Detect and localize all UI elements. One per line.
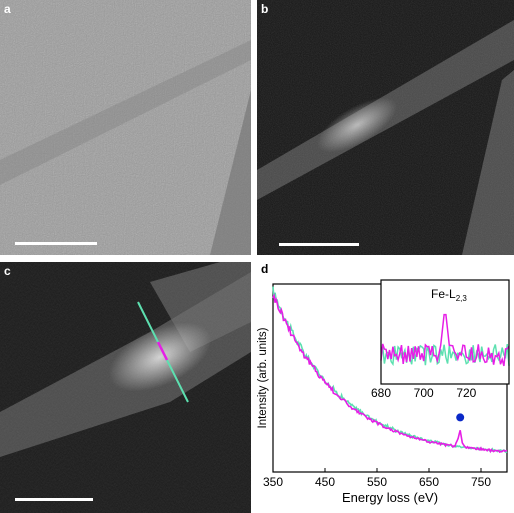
x-tick-label: 550	[367, 475, 387, 489]
panel-a-texture	[0, 0, 251, 255]
fe-edge-marker	[456, 413, 465, 422]
inset-x-tick-label: 720	[456, 386, 476, 400]
panel-c-texture	[0, 262, 251, 513]
support-edge	[210, 90, 251, 255]
panel-b-image: b	[257, 0, 514, 255]
panel-b-scalebar	[279, 243, 359, 246]
panel-a-image: a	[0, 0, 251, 255]
series-line-1	[272, 292, 507, 454]
panel-b-label: b	[261, 2, 269, 16]
y-axis-label: Intensity (arb. units)	[257, 327, 269, 428]
x-tick-label: 750	[471, 475, 491, 489]
inset-title: Fe-L2,3	[431, 287, 467, 303]
panel-a-label: a	[4, 2, 11, 16]
inset-series-line-1	[380, 313, 510, 367]
panel-d-label: d	[261, 262, 269, 276]
x-axis-label: Energy loss (eV)	[342, 490, 438, 505]
eels-chart: 350 450 550 650 750 Energy loss (eV) Intensi…	[257, 279, 510, 505]
inset-plot-frame	[380, 279, 510, 385]
panel-c-label: c	[4, 264, 11, 278]
inset-title-main: Fe-L	[431, 287, 456, 301]
line-profile-magenta	[156, 341, 169, 361]
panel-c-image: c	[0, 262, 251, 513]
inset-title-subscript: 2,3	[456, 294, 468, 303]
x-tick-label: 650	[419, 475, 439, 489]
inset-x-tick-label: 700	[414, 386, 434, 400]
panel-d-chart: d 350 450 550 650 750 Energy loss (eV) Inten…	[257, 262, 514, 513]
x-tick-label: 350	[263, 475, 283, 489]
panel-b-texture	[257, 0, 514, 255]
panel-c-scalebar	[15, 498, 93, 501]
nanotube-band	[0, 40, 251, 185]
x-tick-label: 450	[315, 475, 335, 489]
inset-x-tick-label: 680	[371, 386, 391, 400]
panel-a-scalebar	[15, 242, 97, 245]
